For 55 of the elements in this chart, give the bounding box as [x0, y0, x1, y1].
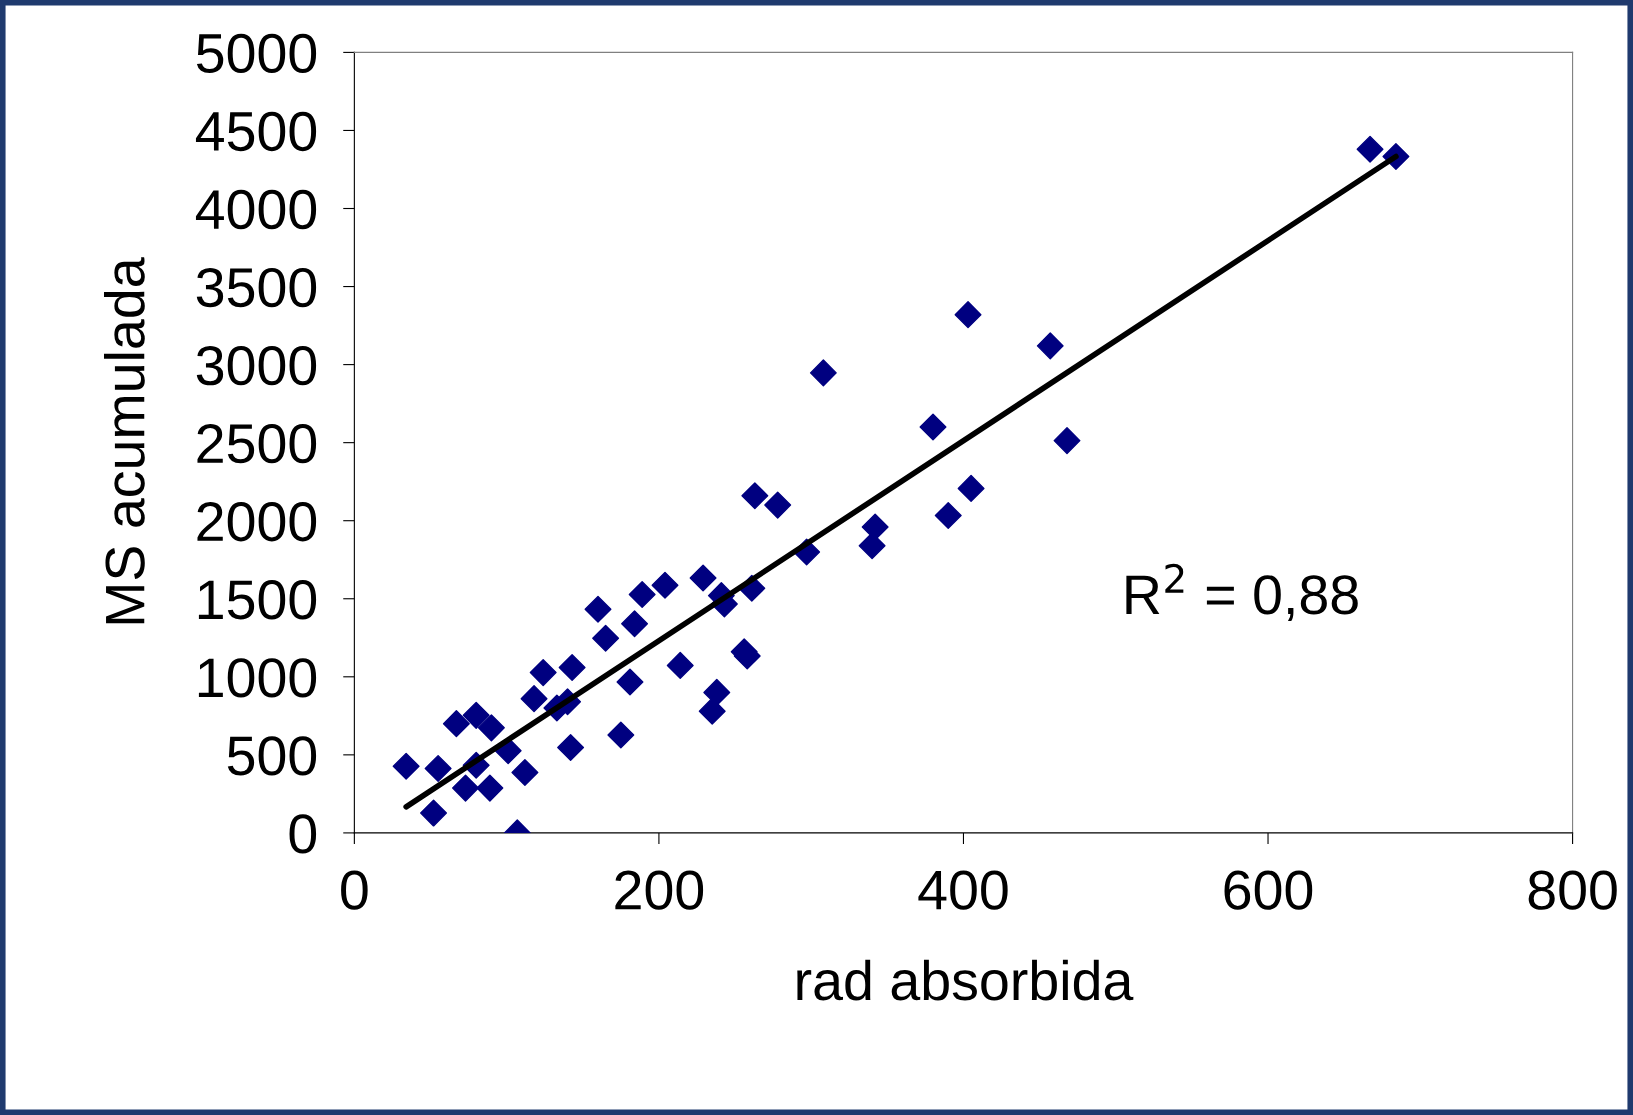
point — [741, 482, 769, 510]
point — [621, 610, 649, 638]
y-tick-label: 3000 — [196, 345, 317, 386]
x-tick-label: 600 — [1224, 870, 1313, 910]
point — [442, 710, 470, 738]
point — [957, 474, 985, 502]
point — [1036, 332, 1064, 360]
y-axis-title: MS acumulada — [104, 257, 145, 624]
point — [477, 714, 505, 742]
point — [616, 668, 644, 696]
point — [520, 685, 548, 713]
x-tick-label: 200 — [615, 870, 704, 910]
y-tick-label: 2000 — [197, 502, 317, 542]
y-tick-label: 2500 — [197, 423, 317, 464]
point — [858, 532, 886, 560]
point — [666, 651, 694, 679]
point — [592, 624, 620, 652]
point — [584, 595, 612, 623]
y-tick-label: 4500 — [195, 111, 317, 152]
point — [452, 774, 480, 802]
x-axis-title: rad absorbida — [797, 959, 1134, 1001]
point — [529, 659, 557, 687]
y-tick-label: 3500 — [196, 267, 317, 308]
point — [628, 581, 656, 609]
point — [511, 758, 539, 786]
point — [607, 721, 635, 749]
point — [809, 359, 837, 387]
point — [764, 491, 792, 519]
point — [558, 653, 586, 681]
point — [954, 301, 982, 329]
x-tick-label: 400 — [918, 870, 1008, 910]
point — [651, 571, 679, 599]
point — [919, 413, 947, 441]
point — [698, 697, 726, 725]
point — [689, 564, 717, 592]
point — [476, 774, 504, 802]
point — [934, 502, 962, 530]
point — [1053, 427, 1081, 455]
y-tick-label: 500 — [227, 736, 317, 776]
y-tick-label: 5000 — [196, 33, 317, 74]
y-tick-label: 1500 — [198, 580, 317, 620]
point — [420, 799, 448, 827]
point — [424, 754, 452, 782]
x-tick-label: 800 — [1528, 870, 1617, 910]
y-tick-label: 1000 — [198, 658, 317, 698]
point — [1356, 135, 1384, 163]
point — [392, 752, 420, 780]
point — [557, 734, 585, 762]
annotation: R$^{2}$ = 0,88 — [1126, 563, 1358, 622]
point — [861, 513, 889, 541]
point — [462, 701, 490, 729]
y-tick-label: 0 — [289, 814, 317, 854]
y-tick-label: 4000 — [195, 189, 317, 230]
point — [703, 678, 731, 706]
x-tick-label: 0 — [341, 870, 368, 910]
